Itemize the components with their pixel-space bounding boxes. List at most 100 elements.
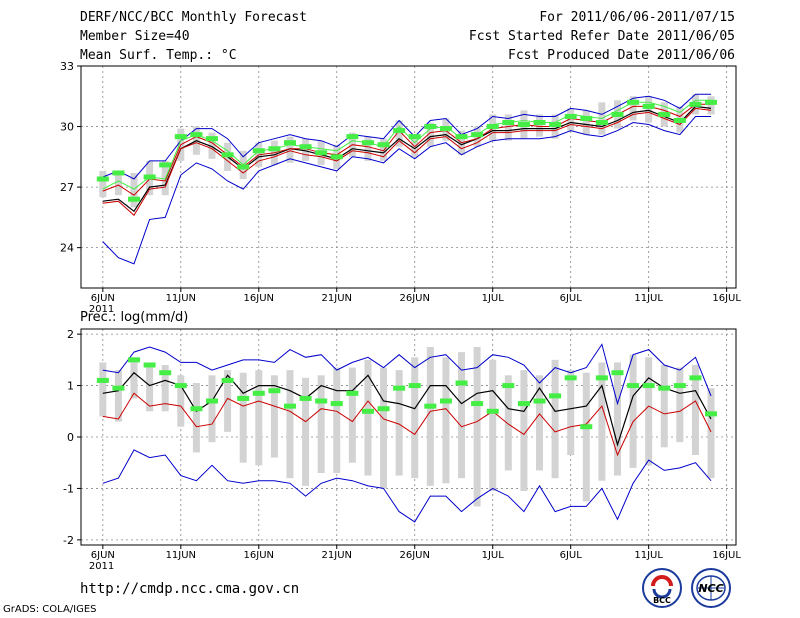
source-url[interactable]: http://cmdp.ncc.cma.gov.cn: [80, 581, 300, 597]
marker-bar: [689, 101, 702, 107]
spread-box: [520, 370, 528, 491]
marker-bar: [689, 375, 702, 381]
x-tick-label: 11JUL: [634, 293, 663, 304]
spread-box: [364, 136, 372, 161]
y-tick-label: 33: [60, 60, 74, 73]
marker-bar: [283, 403, 296, 409]
series-line-mean: [102, 371, 712, 447]
spread-box: [426, 122, 434, 147]
spread-box: [707, 388, 715, 479]
spread-box: [146, 367, 154, 412]
spread-box: [255, 370, 263, 466]
variable-label: Mean Surf. Temp.: °C: [80, 48, 237, 63]
spread-box: [208, 132, 216, 159]
marker-bar: [595, 375, 608, 381]
marker-bar: [564, 375, 577, 381]
y-tick-label: 27: [60, 181, 74, 194]
marker-bar: [128, 196, 141, 202]
forecast-title: DERF/NCC/BCC Monthly Forecast: [80, 10, 307, 25]
marker-bar: [268, 388, 281, 394]
series-line-red: [102, 107, 712, 217]
series-line-min: [102, 116, 711, 265]
y-tick-label: -2: [63, 534, 74, 547]
marker-bar: [502, 383, 515, 389]
spread-box: [130, 172, 138, 208]
spread-box: [536, 114, 543, 137]
marker-bar: [159, 162, 172, 168]
marker-bar: [299, 395, 312, 401]
ncc-logo-icon: NCC: [691, 568, 731, 608]
spread-box: [161, 365, 169, 412]
spread-box: [489, 359, 497, 491]
marker-bar: [627, 383, 640, 389]
marker-bar: [705, 411, 718, 417]
spread-box: [551, 359, 559, 479]
spread-box: [302, 138, 310, 161]
marker-bar: [658, 385, 671, 391]
spread-box: [192, 383, 200, 453]
marker-bar: [486, 408, 499, 414]
marker-bar: [112, 170, 125, 176]
spread-box: [458, 352, 466, 479]
marker-bar: [221, 152, 234, 158]
spread-box: [567, 370, 575, 455]
spread-box: [536, 375, 543, 471]
year-label: 2011: [89, 304, 114, 315]
spread-box: [395, 120, 403, 147]
x-tick-label: 16JUL: [712, 550, 741, 561]
marker-bar: [564, 113, 577, 119]
plot-frame: [80, 65, 737, 289]
marker-bar: [128, 357, 141, 363]
marker-bar: [112, 385, 125, 391]
spread-box: [333, 367, 341, 473]
x-tick-label: 26JUN: [399, 293, 429, 304]
spread-box: [613, 362, 621, 476]
marker-bar: [611, 370, 624, 376]
marker-bar: [533, 120, 546, 126]
spread-box: [645, 96, 653, 123]
y-tick-label: 2: [67, 328, 74, 341]
spread-box: [411, 134, 419, 157]
x-tick-label: 21JUN: [322, 293, 352, 304]
marker-bar: [190, 132, 203, 138]
spread-box: [676, 367, 684, 443]
marker-bar: [96, 176, 109, 182]
spread-box: [473, 347, 481, 507]
series-line-max: [102, 93, 711, 180]
spread-box: [224, 370, 232, 432]
marker-bar: [393, 128, 406, 134]
marker-bar: [705, 99, 718, 105]
spread-box: [114, 170, 122, 196]
temperature-panel: 24 27 30 33 6JUN 11JUN 16JUN 21JUN 26JUN 1JUL 6JUL…: [60, 60, 741, 315]
marker-bar: [439, 126, 452, 132]
spread-box: [286, 370, 294, 479]
marker-bar: [268, 146, 281, 152]
spread-box: [629, 354, 637, 468]
series-line-max: [102, 343, 712, 406]
marker-bar: [424, 403, 437, 409]
spread-box: [442, 357, 450, 484]
marker-bar: [174, 134, 187, 140]
marker-bar: [611, 111, 624, 117]
x-tick-label: 16JUN: [244, 550, 274, 561]
series-line-green: [102, 99, 711, 190]
marker-bar: [299, 144, 312, 150]
marker-bar: [377, 406, 390, 412]
marker-bar: [486, 124, 499, 130]
marker-bar: [439, 398, 452, 404]
marker-bar: [252, 390, 265, 396]
precip-panel-title: Prec.: log(mm/d): [80, 310, 188, 325]
series-line-min: [102, 449, 712, 523]
marker-bar: [408, 383, 421, 389]
marker-bar: [455, 380, 468, 386]
spread-box: [660, 365, 668, 448]
x-tick-label: 11JUL: [634, 550, 663, 561]
ncc-logo-text: NCC: [698, 582, 723, 595]
x-tick-label: 6JUL: [560, 550, 583, 561]
marker-bar: [533, 398, 546, 404]
series-line-red: [102, 392, 712, 457]
marker-bar: [159, 370, 172, 376]
marker-bar: [393, 385, 406, 391]
